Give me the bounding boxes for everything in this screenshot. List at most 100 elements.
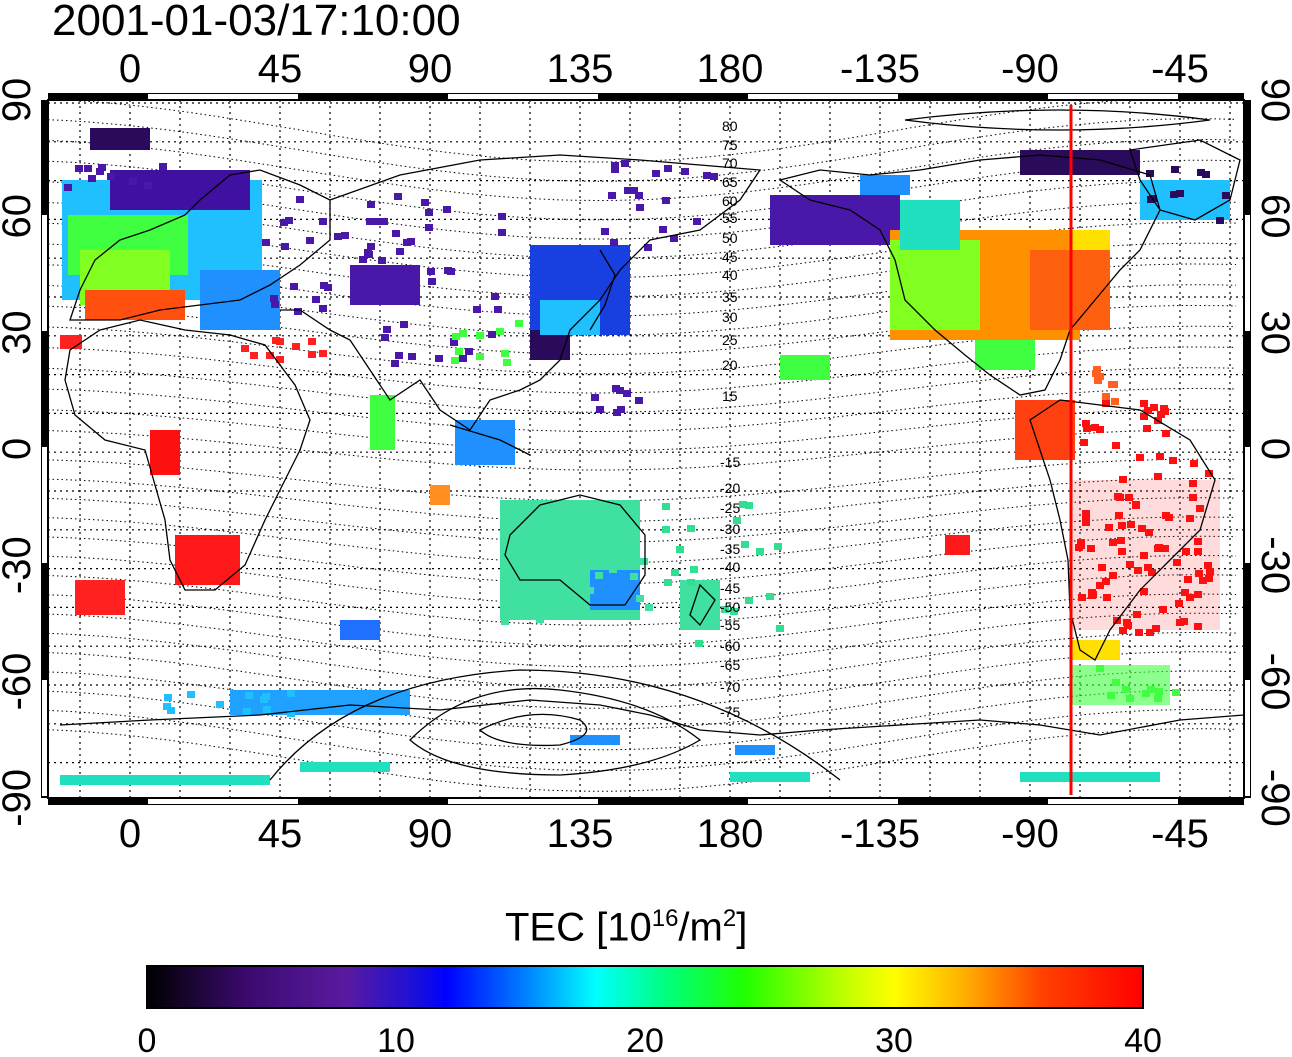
tec-pixel bbox=[287, 710, 295, 717]
contour-label: 30 bbox=[722, 309, 738, 325]
tec-pixel bbox=[1205, 470, 1213, 477]
tec-pixel bbox=[1147, 196, 1155, 203]
tec-pixel bbox=[366, 218, 374, 225]
tec-pixel bbox=[664, 579, 672, 586]
lon-label: -45 bbox=[1151, 812, 1209, 856]
tec-pixel bbox=[1115, 512, 1123, 519]
tec-pixel bbox=[741, 541, 749, 548]
lon-label: 135 bbox=[547, 47, 614, 91]
tec-pixel bbox=[294, 308, 302, 315]
tec-pixel bbox=[1189, 494, 1197, 501]
contour-label: 15 bbox=[722, 388, 738, 404]
tec-pixel bbox=[266, 352, 274, 359]
tec-pixel bbox=[306, 237, 314, 244]
tec-pixel bbox=[395, 352, 403, 359]
tec-pixel bbox=[1148, 569, 1156, 576]
tec-pixel bbox=[1165, 514, 1173, 521]
tec-pixel bbox=[564, 596, 572, 603]
tec-pixel bbox=[391, 360, 399, 367]
contour-label: 45 bbox=[722, 249, 738, 265]
tec-pixel bbox=[280, 219, 288, 226]
tec-pixel bbox=[526, 604, 534, 611]
tec-pixel bbox=[681, 168, 689, 175]
tec-pixel bbox=[494, 306, 502, 313]
contour-label: -45 bbox=[720, 580, 740, 596]
tec-pixel bbox=[1189, 480, 1197, 487]
tec-pixel bbox=[1157, 411, 1165, 418]
tec-pixel bbox=[159, 163, 167, 170]
tec-pixel bbox=[1125, 494, 1133, 501]
tec-pixel bbox=[1109, 539, 1117, 546]
tec-pixel bbox=[1134, 567, 1142, 574]
tec-pixel bbox=[545, 571, 553, 578]
tec-pixel bbox=[216, 701, 224, 708]
tec-pixel bbox=[1173, 559, 1181, 566]
tec-pixel bbox=[98, 164, 106, 171]
tec-pixel bbox=[536, 616, 544, 623]
tec-pixel bbox=[766, 593, 774, 600]
tec-pixel bbox=[776, 625, 784, 632]
tec-pixel bbox=[601, 228, 609, 235]
tec-pixel bbox=[394, 193, 402, 200]
tec-pixel bbox=[515, 320, 523, 327]
tec-pixel bbox=[520, 541, 528, 548]
tec-pixel bbox=[1194, 623, 1202, 630]
tec-pixel bbox=[1216, 217, 1224, 224]
tec-pixel bbox=[1082, 519, 1090, 526]
tec-pixel bbox=[662, 503, 670, 510]
lon-label: -135 bbox=[840, 47, 920, 91]
tec-pixel bbox=[1133, 611, 1141, 618]
tec-pixel bbox=[1109, 572, 1117, 579]
tec-pixel bbox=[292, 343, 300, 350]
tec-pixel bbox=[501, 350, 509, 357]
tec-pixel bbox=[450, 339, 458, 346]
tec-pixel bbox=[1155, 544, 1163, 551]
lat-label: -90 bbox=[1253, 769, 1292, 827]
tec-pixel bbox=[1095, 373, 1103, 380]
tec-pixel bbox=[381, 334, 389, 341]
tec-pixel bbox=[1176, 190, 1184, 197]
contour-label: 80 bbox=[722, 118, 738, 134]
tec-pixel bbox=[1143, 425, 1151, 432]
tec-pixel bbox=[451, 357, 459, 364]
tec-pixel bbox=[503, 359, 511, 366]
tec-pixel bbox=[1140, 552, 1148, 559]
tec-pixel bbox=[1140, 588, 1148, 595]
tec-pixel bbox=[558, 603, 566, 610]
lon-label: 180 bbox=[697, 812, 764, 856]
tec-pixel bbox=[1190, 460, 1198, 467]
tec-pixel bbox=[636, 204, 644, 211]
lon-label: 45 bbox=[258, 812, 303, 856]
contour-label: -15 bbox=[720, 454, 740, 470]
tec-pixel bbox=[1108, 381, 1116, 388]
tec-pixel bbox=[1181, 589, 1189, 596]
tec-pixel bbox=[670, 235, 678, 242]
contour-label: -65 bbox=[720, 657, 740, 673]
tec-pixel bbox=[1140, 413, 1148, 420]
tec-pixel bbox=[1103, 594, 1111, 601]
tec-pixel bbox=[514, 576, 522, 583]
tec-pixel bbox=[504, 580, 512, 587]
tec-pixel bbox=[1112, 442, 1120, 449]
right-latitude-labels: 90 60 30 0 -30 -60 -90 bbox=[1253, 78, 1292, 827]
tec-pixel bbox=[262, 239, 270, 246]
lat-label: 90 bbox=[1253, 78, 1292, 123]
tec-pixel bbox=[400, 321, 408, 328]
tec-pixel bbox=[503, 603, 511, 610]
tec-pixel bbox=[1222, 192, 1230, 199]
tec-pixel bbox=[1123, 619, 1131, 626]
lat-label: 60 bbox=[0, 194, 39, 239]
tec-pixel bbox=[733, 517, 741, 524]
tec-pixel bbox=[435, 355, 443, 362]
tec-pixel bbox=[1194, 591, 1202, 598]
tec-pixel bbox=[1127, 521, 1135, 528]
lon-label: 180 bbox=[697, 47, 764, 91]
tec-pixel bbox=[1196, 505, 1204, 512]
tec-pixel bbox=[319, 350, 327, 357]
tec-pixel bbox=[359, 256, 367, 263]
tec-pixel bbox=[1171, 166, 1179, 173]
tec-pixel bbox=[595, 572, 603, 579]
tec-pixel bbox=[320, 282, 328, 289]
tec-pixel bbox=[1154, 695, 1162, 702]
